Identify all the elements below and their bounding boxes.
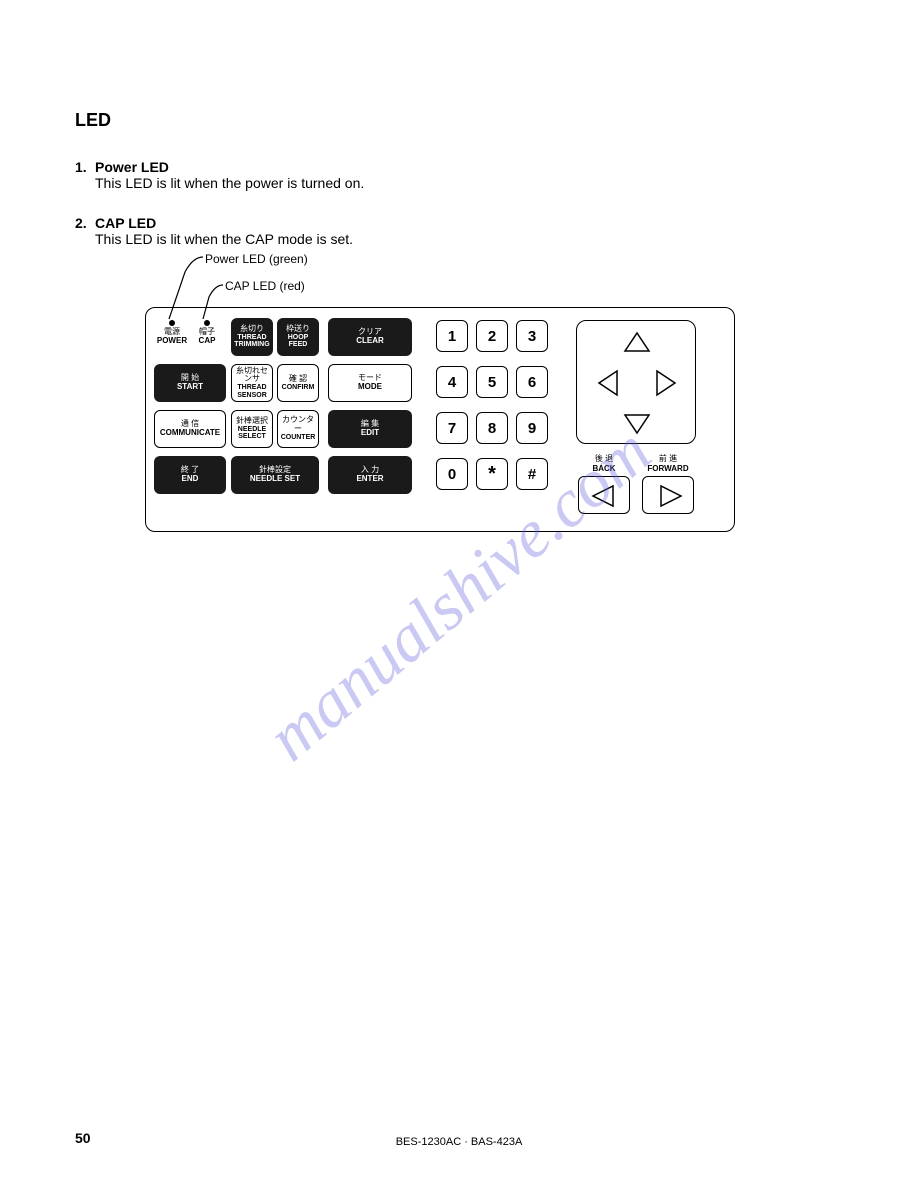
cap-led-indicator: 帽子 CAP: [191, 320, 223, 345]
numpad-1-key[interactable]: 1: [436, 320, 468, 352]
list-desc: This LED is lit when the power is turned…: [95, 175, 843, 191]
power-led-indicator: 電源 POWER: [156, 320, 188, 345]
needle-set-key[interactable]: 針棒設定 NEEDLE SET: [231, 456, 319, 494]
numpad-3-key[interactable]: 3: [516, 320, 548, 352]
power-led-dot-icon: [169, 320, 175, 326]
mode-key[interactable]: モード MODE: [328, 364, 412, 402]
numpad-6-key[interactable]: 6: [516, 366, 548, 398]
cap-led-en: CAP: [191, 337, 223, 345]
back-arrow-icon: [579, 477, 631, 515]
model-number: BES-1230AC · BAS-423A: [396, 1136, 523, 1148]
clear-key[interactable]: クリア CLEAR: [328, 318, 412, 356]
section-heading: LED: [75, 110, 843, 131]
key-en: END: [156, 475, 224, 484]
dpad-arrows-icon: [577, 321, 697, 445]
numpad-2-key[interactable]: 2: [476, 320, 508, 352]
key-en: HOOP FEED: [279, 334, 317, 349]
key-en: START: [156, 383, 224, 392]
numpad-7-key[interactable]: 7: [436, 412, 468, 444]
needle-select-key[interactable]: 針棒選択 NEEDLE SELECT: [231, 410, 273, 448]
numpad-9-key[interactable]: 9: [516, 412, 548, 444]
page-footer: 50 BES-1230AC · BAS-423A: [75, 1130, 843, 1148]
key-jp: 枠送り: [279, 325, 317, 334]
annotation-cap-led: CAP LED (red): [225, 279, 305, 293]
key-en: THREAD TRIMMING: [233, 334, 271, 349]
page-number: 50: [75, 1130, 91, 1146]
power-led-jp: 電源: [156, 328, 188, 336]
forward-button-group: 前 進 FORWARD: [640, 450, 696, 473]
back-button[interactable]: [578, 476, 630, 514]
key-en: CLEAR: [330, 337, 410, 346]
list-number: 2.: [75, 215, 87, 231]
communicate-key[interactable]: 通 信 COMMUNICATE: [154, 410, 226, 448]
list-item: 1. Power LED This LED is lit when the po…: [75, 159, 843, 191]
forward-arrow-icon: [643, 477, 695, 515]
edit-key[interactable]: 編 集 EDIT: [328, 410, 412, 448]
key-en: EDIT: [330, 429, 410, 438]
cap-led-dot-icon: [204, 320, 210, 326]
forward-button[interactable]: [642, 476, 694, 514]
key-en: THREAD SENSOR: [234, 384, 270, 399]
key-jp: 針棒選択: [234, 417, 270, 426]
numpad-4-key[interactable]: 4: [436, 366, 468, 398]
numpad-star-key[interactable]: *: [476, 458, 508, 490]
list-title: CAP LED: [95, 215, 843, 231]
end-key[interactable]: 終 了 END: [154, 456, 226, 494]
cap-led-jp: 帽子: [191, 328, 223, 336]
control-panel: 電源 POWER 帽子 CAP 糸切り THREAD TRIMMING 枠送り …: [145, 307, 735, 532]
enter-key[interactable]: 入 力 ENTER: [328, 456, 412, 494]
key-en: NEEDLE SET: [233, 475, 317, 484]
confirm-key[interactable]: 確 認 CONFIRM: [277, 364, 319, 402]
control-panel-diagram: Power LED (green) CAP LED (red) 電源 POWER…: [145, 307, 843, 532]
key-en: CONFIRM: [280, 384, 316, 392]
counter-key[interactable]: カウンター COUNTER: [277, 410, 319, 448]
thread-trimming-key[interactable]: 糸切り THREAD TRIMMING: [231, 318, 273, 356]
back-label-en: BACK: [576, 464, 632, 473]
back-label-jp: 後 退: [576, 453, 632, 464]
numpad-5-key[interactable]: 5: [476, 366, 508, 398]
forward-label-en: FORWARD: [640, 464, 696, 473]
back-button-group: 後 退 BACK: [576, 450, 632, 473]
key-jp: 糸切れセンサ: [234, 367, 270, 385]
key-en: COUNTER: [280, 434, 316, 442]
power-led-en: POWER: [156, 337, 188, 345]
key-en: COMMUNICATE: [157, 429, 223, 438]
key-en: MODE: [331, 383, 409, 392]
numpad-0-key[interactable]: 0: [436, 458, 468, 490]
list-number: 1.: [75, 159, 87, 175]
hoop-feed-key[interactable]: 枠送り HOOP FEED: [277, 318, 319, 356]
start-key[interactable]: 開 始 START: [154, 364, 226, 402]
numpad-8-key[interactable]: 8: [476, 412, 508, 444]
list-desc: This LED is lit when the CAP mode is set…: [95, 231, 843, 247]
key-en: NEEDLE SELECT: [234, 426, 270, 441]
thread-sensor-key[interactable]: 糸切れセンサ THREAD SENSOR: [231, 364, 273, 402]
key-en: ENTER: [330, 475, 410, 484]
annotation-power-led: Power LED (green): [205, 252, 308, 266]
key-jp: カウンター: [280, 416, 316, 434]
numpad-hash-key[interactable]: #: [516, 458, 548, 490]
key-jp: 糸切り: [233, 325, 271, 334]
list-item: 2. CAP LED This LED is lit when the CAP …: [75, 215, 843, 247]
forward-label-jp: 前 進: [640, 453, 696, 464]
direction-pad[interactable]: [576, 320, 696, 444]
list-title: Power LED: [95, 159, 843, 175]
key-jp: 確 認: [280, 375, 316, 384]
